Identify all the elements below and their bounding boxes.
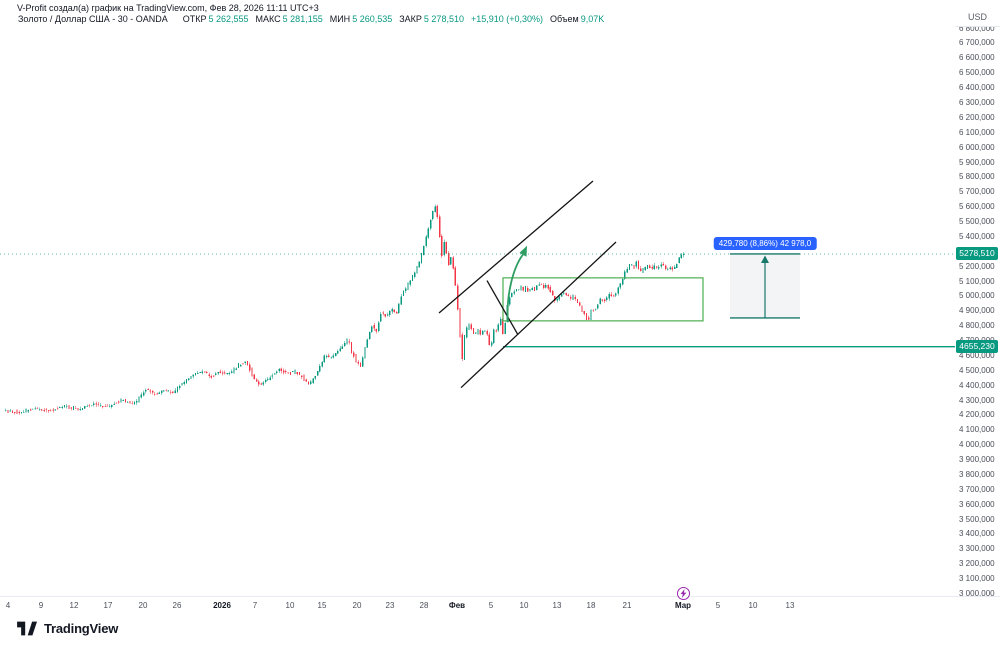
price-tick-label: 4 400,000 — [959, 380, 995, 390]
price-tick-label: 6 500,000 — [959, 68, 995, 78]
logo-text: TradingView — [44, 621, 119, 636]
price-tick-label: 5 900,000 — [959, 157, 995, 167]
price-tick-label: 6 000,000 — [959, 142, 995, 152]
measure-badge: 429,780 (8,86%) 42 978,0 — [713, 236, 817, 250]
price-tick-label: 5 500,000 — [959, 217, 995, 227]
price-change: +15,910 (+0,30%) — [470, 14, 544, 24]
price-tick-label: 6 100,000 — [959, 127, 995, 137]
volume: Объем 9,07K — [550, 14, 605, 24]
price-tick-label: 6 400,000 — [959, 83, 995, 93]
price-tick-label: 3 600,000 — [959, 499, 995, 509]
symbol-title[interactable]: Золото / Доллар США - 30 - OANDA — [18, 14, 168, 24]
tradingview-logo[interactable]: TradingView — [17, 621, 118, 636]
price-tick-label: 3 000,000 — [959, 589, 995, 596]
price-tick-label: 4 600,000 — [959, 350, 995, 360]
time-tick-label: 20 — [352, 601, 362, 610]
scale-separator — [955, 26, 1000, 27]
price-tick-label: 6 200,000 — [959, 112, 995, 122]
price-tick-label: 3 400,000 — [959, 529, 995, 539]
time-tick-label: 10 — [285, 601, 295, 610]
time-tick-label: 17 — [103, 601, 113, 610]
price-tick-label: 3 100,000 — [959, 574, 995, 584]
candles-layer — [5, 204, 685, 415]
price-tick-label: 3 800,000 — [959, 469, 995, 479]
time-tick-label: Мар — [674, 601, 692, 610]
trend-line[interactable] — [460, 241, 617, 389]
logo-mark-icon — [17, 621, 38, 636]
drawings-layer[interactable] — [0, 180, 1000, 389]
price-tick-label: 3 200,000 — [959, 559, 995, 569]
price-tick-label: 5 100,000 — [959, 276, 995, 286]
event-marker-icon[interactable] — [677, 587, 690, 600]
time-tick-label: 2026 — [213, 601, 231, 610]
price-tick-label: 5 400,000 — [959, 231, 995, 241]
level-price-badge: 4655,230 — [956, 340, 998, 354]
time-tick-label: 26 — [172, 601, 182, 610]
price-tick-label: 5 700,000 — [959, 187, 995, 197]
trend-line[interactable] — [486, 280, 519, 336]
trend-line[interactable] — [438, 180, 594, 314]
price-tick-label: 6 300,000 — [959, 97, 995, 107]
time-tick-label: 15 — [317, 601, 327, 610]
price-tick-label: 4 900,000 — [959, 306, 995, 316]
ohlc-high: МАКС 5 281,155 — [255, 14, 323, 24]
measure-drawing[interactable] — [730, 253, 800, 319]
price-tick-label: 3 700,000 — [959, 484, 995, 494]
price-tick-label: 3 900,000 — [959, 455, 995, 465]
price-tick-label: 6 600,000 — [959, 53, 995, 63]
price-tick-label: 5 200,000 — [959, 261, 995, 271]
price-tick-label: 3 500,000 — [959, 514, 995, 524]
price-tick-label: 3 300,000 — [959, 544, 995, 554]
price-tick-label: 6 800,000 — [959, 27, 995, 33]
time-tick-label: 9 — [38, 601, 44, 610]
chart-legend: Золото / Доллар США - 30 - OANDA ОТКР 5 2… — [18, 14, 604, 24]
chart-byline: V-Profit создал(а) график на TradingView… — [17, 3, 319, 13]
time-tick-label: 5 — [488, 601, 494, 610]
price-tick-label: 4 000,000 — [959, 440, 995, 450]
price-tick-label: 5 800,000 — [959, 172, 995, 182]
time-tick-label: 10 — [748, 601, 758, 610]
ohlc-open: ОТКР 5 262,555 — [182, 14, 249, 24]
time-tick-label: 28 — [419, 601, 429, 610]
time-tick-label: 23 — [385, 601, 395, 610]
price-tick-label: 4 500,000 — [959, 365, 995, 375]
currency-label: USD — [967, 12, 987, 22]
price-tick-label: 5 000,000 — [959, 291, 995, 301]
price-tick-label: 4 100,000 — [959, 425, 995, 435]
arrow-drawing[interactable] — [506, 245, 527, 323]
time-tick-label: Фев — [448, 601, 466, 610]
time-tick-label: 12 — [69, 601, 79, 610]
time-tick-label: 10 — [519, 601, 529, 610]
time-tick-label: 13 — [552, 601, 562, 610]
time-tick-label: 18 — [586, 601, 596, 610]
time-tick-label: 4 — [5, 601, 11, 610]
time-tick-label: 21 — [622, 601, 632, 610]
price-tick-label: 4 300,000 — [959, 395, 995, 405]
price-tick-label: 5 600,000 — [959, 202, 995, 212]
time-scale-border — [0, 596, 1000, 597]
time-tick-label: 20 — [138, 601, 148, 610]
rectangle-drawing[interactable] — [502, 277, 704, 322]
time-tick-label: 7 — [252, 601, 258, 610]
ohlc-close: ЗАКР 5 278,510 — [399, 14, 464, 24]
time-tick-label: 13 — [785, 601, 795, 610]
time-scale[interactable]: 4 9 12 17 20 26 2026 7 10 15 20 23 28 Фев 5 10 13 18 21 Мар… — [0, 600, 955, 615]
time-tick-label: 5 — [715, 601, 721, 610]
price-scale[interactable]: 6 800,000 6 700,000 6 600,000 6 500,000 6 40… — [955, 27, 1000, 596]
price-tick-label: 6 700,000 — [959, 38, 995, 48]
ohlc-low: МИН 5 260,535 — [329, 14, 393, 24]
price-tick-label: 4 200,000 — [959, 410, 995, 420]
last-price-badge: 5278,510 — [956, 247, 998, 261]
price-tick-label: 4 800,000 — [959, 321, 995, 331]
